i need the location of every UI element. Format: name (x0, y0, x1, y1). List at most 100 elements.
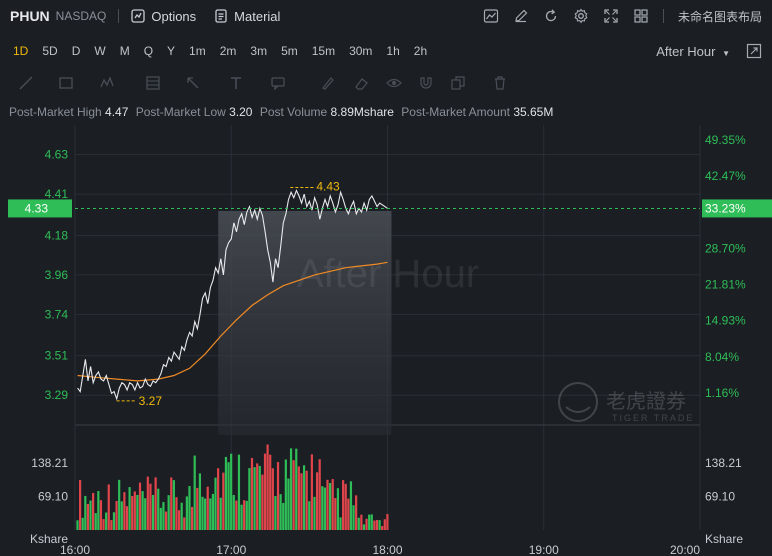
ticker-symbol[interactable]: PHUN (10, 8, 50, 24)
timeframe-q[interactable]: Q (143, 44, 154, 58)
volume-bar (365, 518, 368, 530)
volume-bar (94, 513, 97, 530)
volume-bar (370, 514, 373, 530)
trendline-tool-icon[interactable] (18, 75, 34, 91)
arrow-tool-icon[interactable] (185, 75, 201, 91)
timeframe-2h[interactable]: 2h (413, 44, 428, 58)
pattern-tool-icon[interactable] (100, 75, 116, 91)
timeframe-5d[interactable]: 5D (42, 44, 58, 58)
eraser-tool-icon[interactable] (354, 75, 370, 91)
volume-bar (131, 496, 134, 530)
volume-bar (105, 512, 108, 530)
volume-bar (206, 486, 209, 530)
expand-icon[interactable] (603, 8, 619, 24)
volume-bar (190, 506, 194, 530)
comment-tool-icon[interactable] (270, 75, 286, 91)
timeframe-5m[interactable]: 5m (281, 44, 298, 58)
volume-bar (331, 479, 334, 530)
volume-bar (292, 460, 295, 530)
price-chart[interactable]: After Hour 老虎證券 TIGER TRADE 4.33 33.23%4.… (0, 125, 772, 556)
layout-name[interactable]: 未命名图表布局 (677, 9, 762, 24)
material-label: Material (234, 8, 281, 24)
price-axis-label: 4.18 (45, 228, 69, 242)
session-watermark: After Hour (297, 252, 479, 296)
percent-axis-label: 28.70% (705, 241, 746, 255)
brand-en: TIGER TRADE (612, 413, 694, 423)
volume-bar (167, 495, 170, 530)
volume-bar (276, 462, 280, 530)
timeframe-2m[interactable]: 2m (219, 44, 237, 58)
material-button[interactable]: Material (214, 9, 280, 24)
percent-axis-label: 14.93% (705, 314, 746, 328)
volume-bar (118, 479, 121, 530)
volume-bar (295, 448, 298, 530)
timeframe-1m[interactable]: 1m (189, 44, 206, 58)
timeframe-30m[interactable]: 30m (349, 44, 373, 58)
volume-bar (76, 520, 79, 530)
volume-bar (86, 503, 90, 530)
volume-bar (159, 507, 162, 530)
volume-bar (315, 472, 319, 530)
timeframe-m[interactable]: M (119, 44, 130, 58)
percent-axis-label: 8.04% (705, 350, 739, 364)
volume-bar (329, 483, 332, 530)
volume-bar (302, 465, 306, 530)
volume-bar (198, 473, 201, 530)
volume-bar (180, 502, 183, 530)
volume-bar (323, 487, 326, 530)
chart-axes: 4.63 4.41 4.18 3.96 3.74 3.51 3.29 49.35% 42.47%… (30, 133, 746, 556)
trash-icon[interactable] (492, 75, 508, 91)
volume-bar (164, 511, 168, 530)
magnet-icon[interactable] (418, 75, 434, 91)
volume-bar (157, 488, 160, 530)
rectangle-tool-icon[interactable] (58, 75, 74, 91)
volume-bar (313, 496, 316, 530)
timeframe-3m[interactable]: 3m (250, 44, 268, 58)
volume-bar (266, 444, 269, 530)
volume-bar (175, 497, 178, 530)
gear-icon[interactable] (573, 8, 589, 24)
volume-bar (196, 487, 199, 530)
timeframe-y[interactable]: Y (167, 44, 176, 58)
extreme-markers: 4.33 33.23% 4.43 3.27 (8, 179, 772, 408)
copy-icon[interactable] (450, 75, 466, 91)
brush-tool-icon[interactable] (320, 75, 336, 91)
stat-amount-label: Post-Market Amount (401, 105, 510, 119)
volume-bar (79, 480, 82, 530)
volume-bar (136, 494, 139, 530)
volume-bar (193, 455, 196, 530)
fibonacci-tool-icon[interactable] (145, 75, 161, 91)
volume-bar (188, 486, 191, 530)
timeframe-1d[interactable]: 1D (13, 44, 29, 58)
timeframe-1h[interactable]: 1h (386, 44, 400, 58)
timeframe-15m[interactable]: 15m (311, 44, 336, 58)
options-label: Options (151, 8, 197, 24)
volume-bar (383, 519, 386, 530)
volume-bar (300, 473, 303, 530)
timeframe-w[interactable]: W (94, 44, 106, 58)
volume-bar (240, 504, 243, 530)
volume-unit-label: Kshare (30, 532, 68, 546)
volume-bar (151, 494, 155, 530)
fullscreen-icon[interactable] (746, 43, 762, 59)
volume-bar (133, 491, 136, 530)
refresh-icon[interactable] (543, 8, 559, 24)
grid-layout-icon[interactable] (633, 8, 649, 24)
session-selector[interactable]: After Hour ▼ (656, 44, 730, 59)
eye-icon[interactable] (386, 75, 402, 91)
indicator-icon[interactable] (483, 8, 499, 24)
volume-bar (305, 470, 308, 530)
timeframe-d[interactable]: D (71, 44, 81, 58)
brand-cn: 老虎證券 (606, 389, 686, 413)
text-tool-icon[interactable] (228, 75, 244, 91)
volume-bar (282, 502, 285, 530)
price-axis-label: 4.63 (45, 148, 69, 162)
volume-bar (250, 457, 254, 530)
volume-bar (230, 453, 233, 530)
stat-volume-value: 8.89Mshare (330, 105, 394, 119)
options-button[interactable]: Options (131, 9, 196, 24)
time-axis-label: 18:00 (372, 543, 402, 556)
volume-bar (154, 477, 157, 530)
pencil-icon[interactable] (513, 8, 529, 24)
volume-bar (269, 454, 272, 530)
